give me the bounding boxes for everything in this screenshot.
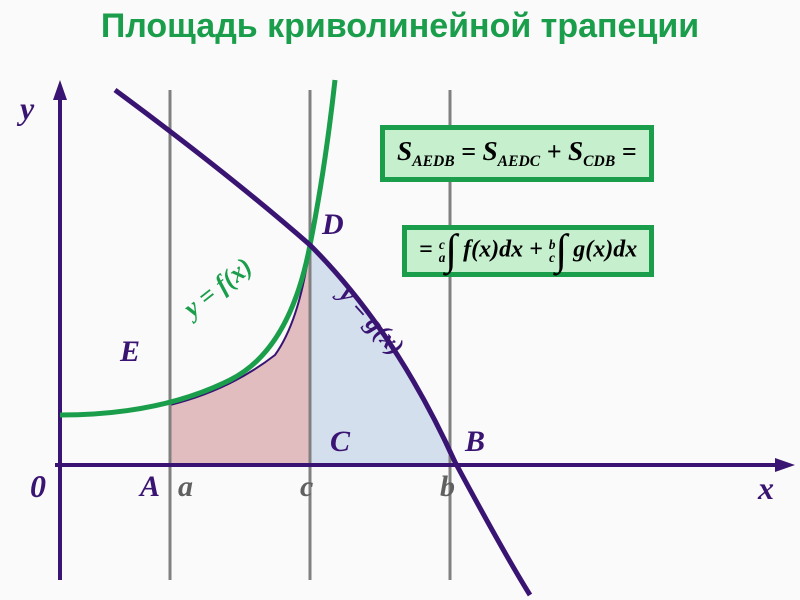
point-B: B xyxy=(465,425,485,459)
f1-sub1: AEDB xyxy=(412,153,454,170)
point-E: E xyxy=(120,335,140,369)
origin-label: 0 xyxy=(30,468,46,505)
f1-sub3: CDB xyxy=(583,153,615,170)
integral-icon: ∫ xyxy=(445,236,457,266)
x-axis-label: x xyxy=(758,470,774,507)
point-b: b xyxy=(440,470,455,504)
point-a: a xyxy=(178,470,193,504)
f2-eq: = xyxy=(419,237,433,263)
f1-sub2: AEDC xyxy=(498,153,540,170)
f1-eq2: = xyxy=(622,137,637,166)
y-axis-arrow xyxy=(53,80,67,100)
f1-s1: S xyxy=(397,136,412,166)
f1-s2: S xyxy=(482,136,497,166)
f1-plus: + xyxy=(547,137,568,166)
diagram-plot xyxy=(0,0,800,600)
int1-dx: dx xyxy=(499,237,523,263)
point-D: D xyxy=(322,208,344,242)
int2-x: x xyxy=(593,237,605,263)
point-C: C xyxy=(330,425,350,459)
f2-plus: + xyxy=(529,237,543,263)
y-axis-label: y xyxy=(20,90,34,127)
x-axis-arrow xyxy=(775,458,795,472)
integral-icon: ∫ xyxy=(555,236,567,266)
int2-f: g xyxy=(573,237,585,263)
int2-dx: dx xyxy=(613,237,637,263)
point-A: A xyxy=(140,470,160,504)
formula-area-sum: SAEDB = SAEDC + SCDB = xyxy=(380,125,654,182)
int1-f: f xyxy=(463,237,471,263)
f1-eq1: = xyxy=(461,137,482,166)
int1-x: x xyxy=(479,237,491,263)
point-c: c xyxy=(300,470,313,504)
formula-integrals: = ca∫ f(x)dx + bc∫ g(x)dx xyxy=(402,225,654,277)
f1-s3: S xyxy=(568,136,583,166)
